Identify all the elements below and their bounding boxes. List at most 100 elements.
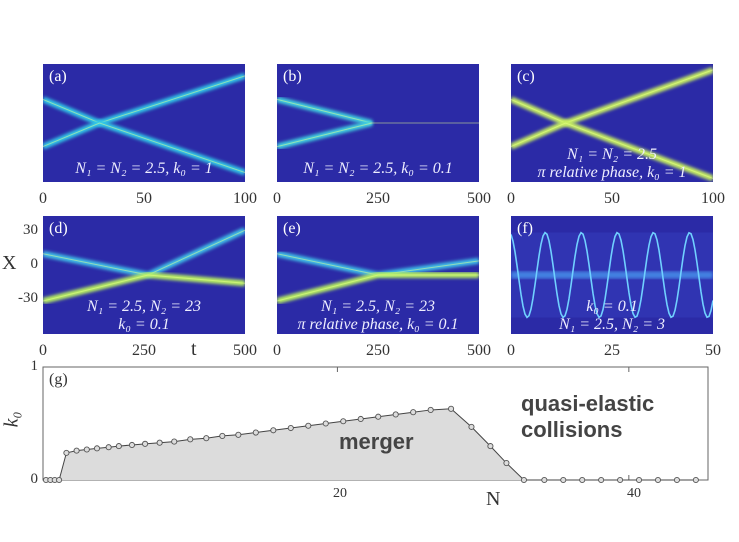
data-point (270, 427, 277, 434)
data-point (287, 424, 294, 432)
y-axis-label: X (2, 252, 17, 274)
parameter-line: k₀ = 0.1 (586, 298, 638, 315)
data-point (410, 409, 417, 416)
heatmap-panel: (a) N₁ = N₂ = 2.5, k₀ = 1 (43, 64, 245, 182)
oscillating-soliton (511, 231, 713, 319)
y-tick: -30 (18, 290, 38, 306)
panel-label: (a) (49, 68, 67, 85)
data-point (187, 436, 194, 443)
data-point (468, 423, 475, 430)
panel-parameters: N₁ = N₂ = 2.5, k₀ = 0.1 (277, 160, 479, 178)
heatmap-panel: (e) N₁ = 2.5, N₂ = 23 π relative phase, k₀… (277, 216, 479, 334)
panel-parameters: N₁ = N₂ = 2.5 π relative phase, k₀ = 1 (511, 146, 713, 182)
panel-label: (f) (517, 220, 533, 237)
panel-parameters: N₁ = 2.5, N₂ = 23 π relative phase, k₀ = … (277, 298, 479, 334)
x-tick: 500 (233, 342, 257, 359)
data-point (503, 460, 510, 467)
data-point (83, 446, 90, 453)
heatmap-panel: (d) N₁ = 2.5, N₂ = 23 k₀ = 0.1 (43, 216, 245, 334)
x-tick: 250 (132, 342, 156, 359)
parameter-line: N₁ = 2.5, N₂ = 3 (558, 316, 666, 333)
parameter-line: N₁ = N₂ = 2.5 (566, 146, 658, 163)
x-tick: 100 (701, 190, 725, 207)
panel-parameters: N₁ = N₂ = 2.5, k₀ = 1 (43, 160, 245, 178)
data-point (654, 476, 662, 484)
x-tick: 0 (507, 190, 515, 207)
merger-annotation: merger (339, 429, 414, 454)
x-tick: 0 (39, 190, 47, 207)
data-point (73, 447, 80, 454)
soliton-trajectory (43, 227, 245, 279)
x-tick: 50 (604, 190, 620, 207)
data-point (635, 476, 643, 484)
x-tick: 50 (705, 342, 721, 359)
data-point (203, 435, 210, 442)
y-tick: 30 (23, 222, 38, 238)
data-point (375, 413, 382, 420)
parameter-line: N₁ = 2.5, N₂ = 23 (320, 298, 436, 315)
data-point (93, 445, 101, 452)
data-point (520, 476, 527, 484)
data-point (673, 476, 680, 484)
panel-parameters: k₀ = 0.1 N₁ = 2.5, N₂ = 3 (511, 298, 713, 334)
data-point (156, 439, 163, 446)
parameter-line: π relative phase, k₀ = 1 (537, 164, 687, 181)
g-y-tick: 1 (30, 358, 39, 374)
x-tick: 500 (467, 190, 491, 207)
x-tick: 500 (467, 342, 491, 359)
data-point (487, 443, 494, 450)
parameter-line: N₁ = 2.5, N₂ = 23 (86, 298, 202, 315)
panel-label: (c) (517, 68, 535, 85)
panel-label: (d) (49, 220, 68, 237)
heatmap-panel: (c) N₁ = N₂ = 2.5 π relative phase, k₀ = 1 (511, 64, 713, 182)
data-point (252, 429, 259, 436)
data-point (617, 476, 624, 484)
data-point (448, 405, 455, 412)
g-x-tick: 20 (333, 486, 347, 501)
panel-label-g: (g) (49, 371, 68, 388)
data-point (392, 411, 399, 418)
data-point (142, 440, 149, 447)
soliton-trajectory (511, 67, 713, 127)
phase-diagram-plot: (g) merger quasi-elastic collisions (42, 366, 709, 484)
y-tick: 0 (30, 256, 39, 272)
parameter-line: N₁ = N₂ = 2.5, k₀ = 0.1 (303, 160, 453, 177)
data-point (171, 438, 178, 445)
data-point (579, 476, 586, 484)
x-tick: 0 (39, 342, 47, 359)
soliton-trajectory (277, 250, 479, 279)
data-point (692, 476, 699, 484)
quasi-elastic-annotation: quasi-elastic (521, 391, 655, 416)
panel-label: (b) (283, 68, 302, 85)
data-point (427, 406, 434, 413)
data-point (115, 443, 122, 450)
data-point (56, 476, 63, 484)
data-point (541, 476, 548, 484)
x-axis-label: t (191, 338, 197, 360)
data-point (560, 476, 567, 484)
parameter-line: k₀ = 0.1 (118, 316, 170, 333)
x-tick: 250 (366, 342, 390, 359)
data-point (305, 422, 312, 429)
collisions-annotation: collisions (521, 417, 623, 442)
data-point (357, 415, 364, 423)
x-tick: 0 (507, 342, 515, 359)
heatmap-panel: (f) k₀ = 0.1 N₁ = 2.5, N₂ = 3 (511, 216, 713, 334)
data-point (219, 432, 226, 439)
x-tick: 250 (366, 190, 390, 207)
panel-parameters: N₁ = 2.5, N₂ = 23 k₀ = 0.1 (43, 298, 245, 334)
x-tick: 25 (604, 342, 620, 359)
heatmap-panel: (b) N₁ = N₂ = 2.5, k₀ = 0.1 (277, 64, 479, 182)
g-y-axis-label: k₀ (0, 411, 23, 428)
static-soliton-band (511, 271, 713, 279)
panel-label: (e) (283, 220, 301, 237)
data-point (105, 444, 112, 451)
data-point (128, 441, 136, 449)
data-point (340, 418, 347, 425)
g-y-tick: 0 (30, 471, 39, 487)
g-x-axis-label: N (486, 488, 501, 510)
data-point (63, 449, 70, 456)
x-tick: 100 (233, 190, 257, 207)
data-point (322, 420, 329, 427)
